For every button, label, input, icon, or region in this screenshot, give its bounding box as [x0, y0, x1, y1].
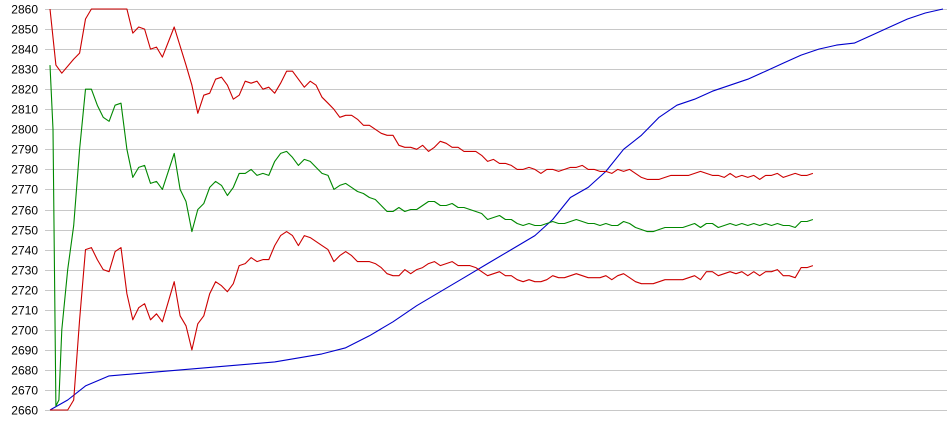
y-tick-label: 2680 — [11, 364, 38, 378]
y-tick-label: 2730 — [11, 264, 38, 278]
series-line-4 — [50, 231, 814, 411]
series-line-1 — [49, 8, 944, 411]
series-line-3 — [49, 65, 814, 407]
y-tick-label: 2750 — [11, 224, 38, 238]
grid-lines — [45, 9, 947, 411]
y-tick-label: 2700 — [11, 324, 38, 338]
y-tick-label: 2760 — [11, 204, 38, 218]
y-tick-label: 2670 — [11, 384, 38, 398]
y-tick-label: 2790 — [11, 143, 38, 157]
y-tick-label: 2800 — [11, 123, 38, 137]
y-tick-label: 2860 — [11, 3, 38, 17]
y-tick-label: 2710 — [11, 304, 38, 318]
y-tick-label: 2780 — [11, 163, 38, 177]
y-tick-label: 2830 — [11, 63, 38, 77]
y-tick-label: 2720 — [11, 284, 38, 298]
y-tick-label: 2840 — [11, 43, 38, 57]
y-tick-label: 2740 — [11, 244, 38, 258]
y-tick-label: 2770 — [11, 183, 38, 197]
y-tick-label: 2810 — [11, 103, 38, 117]
y-tick-label: 2660 — [11, 404, 38, 418]
series-line-2 — [49, 8, 814, 180]
y-tick-label: 2850 — [11, 23, 38, 37]
y-axis-tick-labels: 2660 2670 2680 2690 2700 2710 2720 2730 2740 2750… — [11, 3, 38, 418]
y-tick-label: 2690 — [11, 344, 38, 358]
y-tick-label: 2820 — [11, 83, 38, 97]
series-lines — [49, 8, 944, 411]
